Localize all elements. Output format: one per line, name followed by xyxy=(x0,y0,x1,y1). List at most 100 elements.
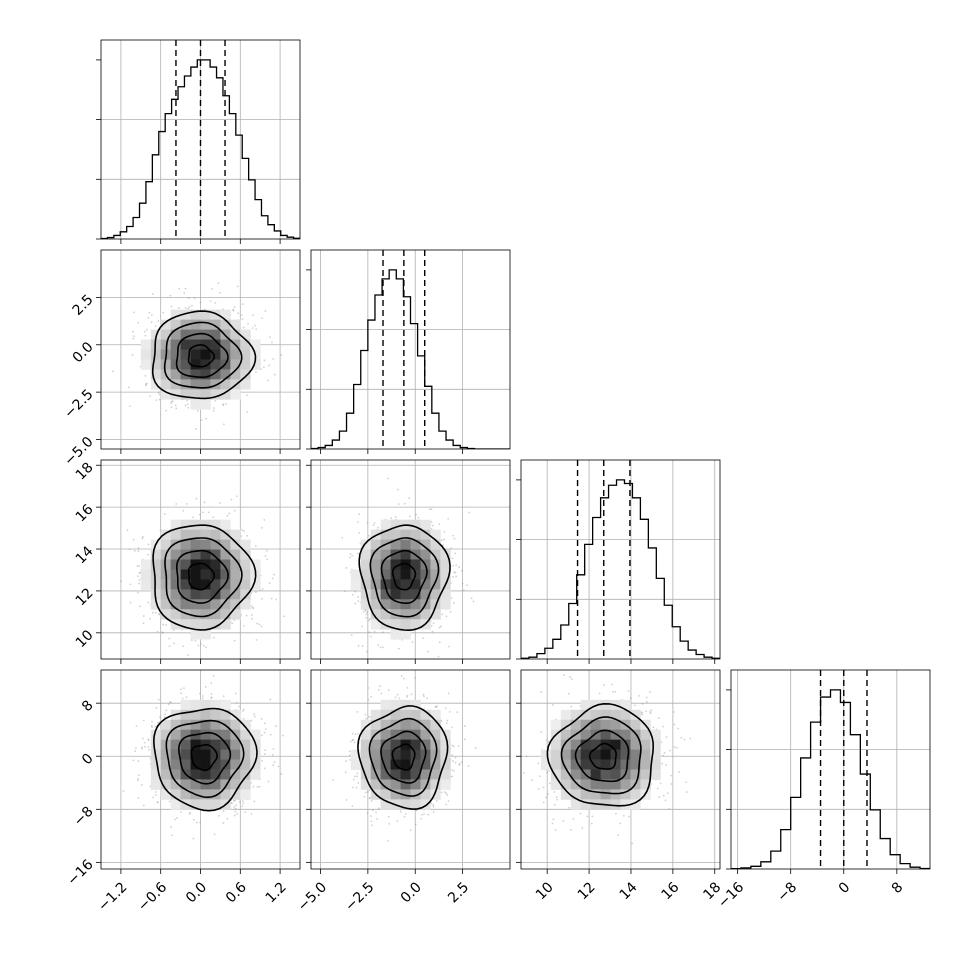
scatter-point xyxy=(147,601,150,604)
density-cell xyxy=(180,579,191,590)
scatter-point xyxy=(226,514,229,517)
panel-2-2 xyxy=(516,459,721,664)
density-cell xyxy=(370,739,382,750)
scatter-point xyxy=(435,799,438,802)
scatter-point xyxy=(142,615,145,617)
scatter-point xyxy=(431,524,434,527)
scatter-point xyxy=(366,522,369,524)
scatter-point xyxy=(184,404,187,407)
scatter-point xyxy=(445,722,448,725)
scatter-point xyxy=(377,526,379,529)
scatter-point xyxy=(410,693,413,696)
density-cell xyxy=(400,549,411,560)
density-cell xyxy=(440,569,451,580)
density-cell xyxy=(200,599,211,610)
scatter-point xyxy=(277,765,280,768)
scatter-point xyxy=(645,696,648,699)
density-cell xyxy=(160,389,172,400)
scatter-point xyxy=(268,364,271,367)
density-cell xyxy=(370,539,382,550)
panel-frame xyxy=(100,249,301,450)
density-cell xyxy=(560,789,572,800)
density-cell xyxy=(580,749,592,760)
scatter-point xyxy=(590,822,593,825)
scatter-point xyxy=(232,799,235,802)
density-cell xyxy=(380,719,391,731)
scatter-point xyxy=(345,566,348,569)
joint-content xyxy=(341,477,475,658)
scatter-point xyxy=(236,813,238,815)
density-cell xyxy=(170,759,181,770)
scatter-point xyxy=(151,293,154,295)
density-cell xyxy=(210,569,221,580)
density-cell xyxy=(640,759,651,770)
density-cell xyxy=(220,619,231,630)
scatter-point xyxy=(377,807,380,810)
density-cell xyxy=(410,709,421,721)
density-cell xyxy=(580,759,592,770)
density-cell xyxy=(370,599,382,610)
scatter-point xyxy=(646,701,648,703)
density-cell xyxy=(420,609,431,620)
scatter-point xyxy=(145,384,147,387)
scatter-point xyxy=(403,815,406,818)
scatter-point xyxy=(649,710,652,713)
scatter-point xyxy=(246,534,248,537)
scatter-point xyxy=(201,695,204,697)
scatter-point xyxy=(233,805,236,808)
scatter-point xyxy=(164,713,167,716)
scatter-point xyxy=(454,571,457,574)
scatter-point xyxy=(367,687,369,689)
scatter-point xyxy=(137,797,140,799)
scatter-point xyxy=(615,812,617,815)
x-tick-label: −1.2 xyxy=(95,879,130,914)
density-cell xyxy=(180,699,191,711)
density-cell xyxy=(180,619,191,630)
scatter-point xyxy=(411,641,414,644)
scatter-point xyxy=(567,692,570,695)
density-cell xyxy=(230,349,241,360)
scatter-point xyxy=(421,813,423,816)
density-cell xyxy=(190,359,201,370)
scatter-point xyxy=(187,406,190,409)
density-cell xyxy=(580,799,592,810)
scatter-point xyxy=(132,759,135,762)
density-cell xyxy=(400,779,411,790)
density-cell xyxy=(200,699,211,711)
density-cell xyxy=(180,349,191,360)
density-cell xyxy=(420,579,431,590)
scatter-point xyxy=(453,537,456,540)
density-cell xyxy=(200,379,211,390)
density-cell xyxy=(590,789,601,800)
scatter-point xyxy=(380,692,383,695)
histogram-step xyxy=(521,479,720,659)
scatter-point xyxy=(202,511,204,514)
scatter-point xyxy=(563,674,565,677)
scatter-point xyxy=(149,395,151,397)
density-cell xyxy=(190,629,201,640)
scatter-point xyxy=(247,322,249,325)
density-cell xyxy=(380,729,391,741)
density-cell xyxy=(430,779,441,790)
density-cell xyxy=(600,769,611,780)
density-cell xyxy=(230,329,241,340)
scatter-point xyxy=(145,382,148,385)
density-cell xyxy=(180,569,191,580)
scatter-point xyxy=(255,591,257,593)
scatter-point xyxy=(614,690,617,693)
scatter-point xyxy=(250,605,253,607)
density-cell xyxy=(360,779,372,790)
scatter-point xyxy=(447,800,450,803)
density-cell xyxy=(190,339,201,350)
density-cell xyxy=(190,379,201,390)
x-tick-label: 0.0 xyxy=(398,879,425,906)
density-cell xyxy=(160,789,172,800)
scatter-point xyxy=(365,650,368,653)
scatter-point xyxy=(261,588,264,590)
scatter-point xyxy=(241,800,244,803)
density-cell xyxy=(220,519,231,531)
x-tick-label: 16 xyxy=(659,879,683,903)
density-cell xyxy=(210,369,221,380)
density-cell xyxy=(380,559,391,570)
density-cell xyxy=(370,709,382,721)
